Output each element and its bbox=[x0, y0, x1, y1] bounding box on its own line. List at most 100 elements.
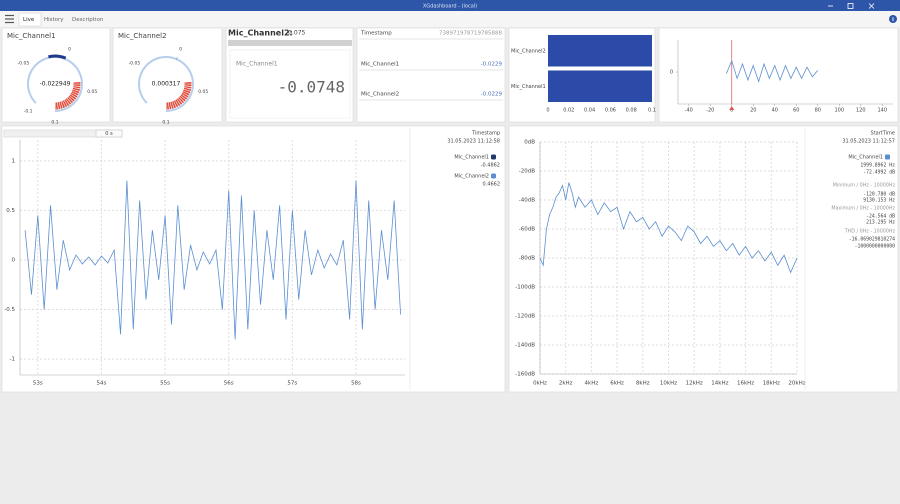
legend-line: Maximum / 0Hz - 10000Hz bbox=[831, 206, 895, 212]
gauge-tick-label: 0.1 bbox=[51, 120, 58, 126]
legend-line: -16.069029810274 bbox=[849, 237, 895, 243]
x-tick-label: 120 bbox=[856, 108, 866, 114]
gauge-tick-label: 0.1 bbox=[162, 120, 169, 126]
x-tick-label: 0.08 bbox=[626, 108, 637, 114]
gauge-tick-label: 0.05 bbox=[87, 89, 97, 95]
legend-line: -24.564 dB bbox=[866, 214, 895, 220]
trigger-marker bbox=[729, 106, 735, 110]
legend-name: Mic_Channel2 bbox=[454, 174, 489, 180]
y-tick-label: -20dB bbox=[519, 169, 535, 175]
x-tick-label: -20 bbox=[706, 108, 714, 114]
tab[interactable]: History bbox=[44, 17, 64, 23]
legend-line: 213.295 Hz bbox=[866, 220, 895, 226]
gauge-value bbox=[48, 54, 67, 60]
x-tick-label: 40 bbox=[772, 108, 778, 114]
x-tick-label: 0 bbox=[730, 108, 733, 114]
menu-button[interactable] bbox=[5, 14, 14, 24]
bar bbox=[548, 70, 652, 102]
big-value: -0.0748 bbox=[278, 78, 345, 97]
y-tick-label: 0dB bbox=[524, 140, 535, 146]
x-tick-label: 16kHz bbox=[737, 381, 754, 387]
panel bbox=[1, 125, 506, 393]
title-bar bbox=[0, 0, 900, 11]
y-tick-label: 1 bbox=[12, 158, 16, 164]
gauge-title: Mic_Channel1 bbox=[7, 32, 56, 40]
y-tick-label: -140dB bbox=[515, 343, 535, 349]
x-tick-label: 0.1 bbox=[648, 108, 656, 114]
x-tick-label: 0kHz bbox=[533, 381, 547, 387]
y-tick-label: 0 bbox=[670, 70, 673, 76]
tab[interactable]: Live bbox=[23, 17, 35, 23]
table-key: Mic_Channel1 bbox=[361, 62, 399, 68]
x-tick-label: 56s bbox=[224, 381, 234, 387]
maximize-button[interactable] bbox=[847, 3, 854, 9]
bar bbox=[548, 35, 652, 67]
data-line bbox=[539, 182, 798, 274]
header-label: Mic_Channel2: bbox=[228, 29, 293, 38]
legend-swatch[interactable] bbox=[491, 154, 496, 160]
x-tick-label: 80 bbox=[815, 108, 821, 114]
close-button[interactable] bbox=[868, 3, 875, 9]
x-tick-label: 60 bbox=[793, 108, 799, 114]
gauge-value-label: 0.000317 bbox=[152, 81, 181, 88]
slider-label: 0 s bbox=[105, 131, 113, 137]
slider-button[interactable] bbox=[95, 129, 123, 138]
gauge-tick-label: -0.05 bbox=[129, 60, 141, 66]
table-key: Mic_Channel2 bbox=[361, 92, 399, 98]
table-key: Timestamp bbox=[360, 31, 392, 37]
legend-title: StartTime bbox=[871, 131, 895, 137]
legend-swatch[interactable] bbox=[491, 173, 496, 179]
legend-line: -120.780 dB bbox=[863, 192, 895, 198]
gauge-tick-label: -0.05 bbox=[18, 60, 30, 66]
legend-time: 31.05.2023 11:12:58 bbox=[447, 139, 500, 145]
x-tick-label: 8kHz bbox=[636, 381, 650, 387]
table-value: -0.0229 bbox=[481, 62, 503, 68]
x-tick-label: 58s bbox=[351, 381, 361, 387]
x-tick-label: 6kHz bbox=[610, 381, 624, 387]
y-tick-label: -60dB bbox=[519, 227, 535, 233]
tab[interactable]: Description bbox=[72, 17, 104, 23]
table-value: 738971978719785888 bbox=[439, 31, 502, 37]
info-button[interactable] bbox=[889, 15, 897, 23]
legend-line: THD / 0Hz - 10000Hz bbox=[844, 229, 896, 235]
header-value: -0.075 bbox=[286, 30, 306, 37]
gauge-value-label: -0.022949 bbox=[40, 81, 71, 88]
x-tick-label: 54s bbox=[97, 381, 107, 387]
panel bbox=[508, 125, 899, 393]
legend-name: Mic_Channel1 bbox=[848, 155, 883, 161]
info-icon: i bbox=[892, 17, 894, 23]
x-tick-label: 140 bbox=[877, 108, 887, 114]
x-tick-label: -40 bbox=[685, 108, 693, 114]
x-tick-label: 12kHz bbox=[686, 381, 703, 387]
gauge-track bbox=[138, 56, 194, 112]
gauge-title: Mic_Channel2 bbox=[118, 32, 167, 40]
gauge-alarm-band bbox=[165, 82, 192, 110]
active-tab[interactable] bbox=[18, 12, 42, 27]
y-tick-label: -0.5 bbox=[4, 307, 15, 313]
gauge-tick-label: 0 bbox=[179, 46, 182, 52]
y-tick-label: -100dB bbox=[515, 285, 535, 291]
gauge-tick-label: -0.1 bbox=[24, 108, 33, 114]
legend-value: 0.4662 bbox=[483, 182, 501, 188]
legend-title: Timestamp bbox=[471, 131, 500, 137]
y-tick-label: -160dB bbox=[515, 372, 535, 378]
legend-line: -1000000000000 bbox=[855, 244, 896, 250]
legend-name: Mic_Channel1 bbox=[454, 155, 489, 161]
y-tick-label: 0.5 bbox=[6, 208, 15, 214]
tab-bar bbox=[0, 11, 900, 27]
x-tick-label: 0.06 bbox=[605, 108, 616, 114]
y-tick-label: -1 bbox=[10, 357, 15, 363]
y-tick-label: -120dB bbox=[515, 314, 535, 320]
window-title: XGdashboard - (local) bbox=[423, 4, 477, 10]
x-tick-label: 20 bbox=[750, 108, 756, 114]
x-tick-label: 100 bbox=[834, 108, 844, 114]
x-tick-label: 20kHz bbox=[788, 381, 805, 387]
panel bbox=[356, 27, 506, 123]
legend-line: 9130.153 Hz bbox=[863, 198, 895, 204]
legend-swatch[interactable] bbox=[885, 154, 890, 160]
x-tick-label: 53s bbox=[33, 381, 43, 387]
category-label: Mic_Channel2 bbox=[511, 48, 546, 54]
gauge-alarm-band bbox=[54, 82, 81, 110]
y-tick-label: -40dB bbox=[519, 198, 535, 204]
